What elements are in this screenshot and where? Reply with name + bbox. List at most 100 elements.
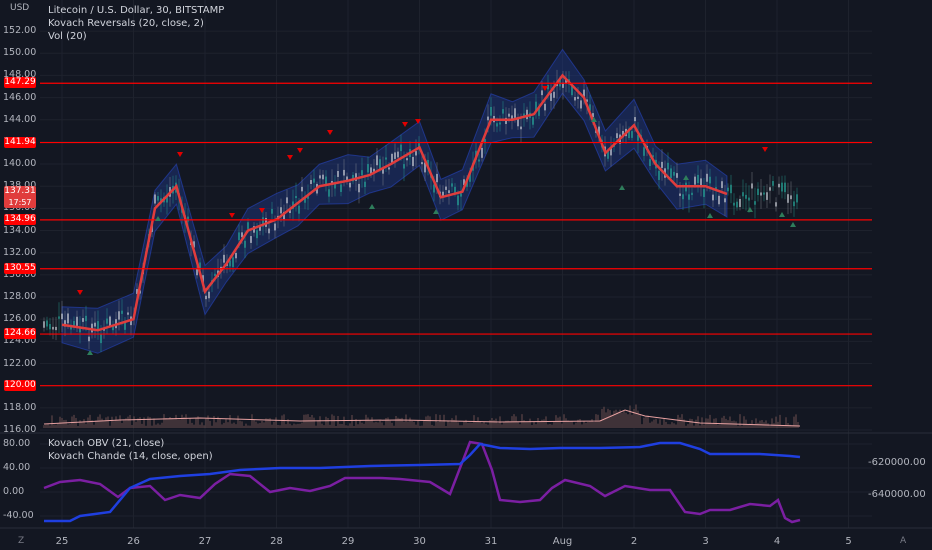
candle-body xyxy=(343,169,345,176)
candle-body xyxy=(244,240,246,248)
candle-body xyxy=(631,131,633,138)
candle-body xyxy=(535,101,537,112)
candle-body xyxy=(451,183,453,187)
price-tick-label: 124.00 xyxy=(3,335,37,347)
volume-bars xyxy=(43,404,801,428)
candle-body xyxy=(379,159,381,169)
candle-body xyxy=(64,320,66,327)
candle-body xyxy=(778,183,780,188)
time-tick-label: 2 xyxy=(630,536,638,547)
reversal-up-marker xyxy=(369,204,375,209)
candle-body xyxy=(307,195,309,199)
candle-body xyxy=(730,184,732,194)
candle-body xyxy=(136,289,138,294)
time-tick-label: 25 xyxy=(55,536,69,547)
candle-body xyxy=(772,181,774,186)
reversal-up-marker xyxy=(591,117,597,122)
candle-body xyxy=(67,313,69,324)
legend-indicator-reversals[interactable]: Kovach Reversals (20, close, 2) xyxy=(48,18,204,29)
candle-body xyxy=(187,216,189,222)
legend-main[interactable]: Litecoin / U.S. Dollar, 30, BITSTAMP xyxy=(48,5,225,16)
ma-line xyxy=(61,73,728,332)
candle-body xyxy=(58,316,60,319)
candle-body xyxy=(349,182,351,188)
candle-body xyxy=(76,316,78,326)
legend-indicator-volume[interactable]: Vol (20) xyxy=(48,31,87,42)
candle-body xyxy=(385,157,387,160)
candle-body xyxy=(757,188,759,196)
candle-body xyxy=(682,194,684,200)
candle-body xyxy=(565,79,567,84)
candle-body xyxy=(673,171,675,176)
price-tick-label: 128.00 xyxy=(3,291,37,303)
candle-body xyxy=(298,205,300,214)
price-tick-label: 116.00 xyxy=(3,424,37,435)
candle-body xyxy=(406,158,408,161)
reversal-down-marker xyxy=(259,208,265,213)
candle-body xyxy=(280,207,282,214)
price-tick-label: 122.00 xyxy=(3,357,37,369)
candle-body xyxy=(55,326,57,331)
candle-body xyxy=(478,159,480,162)
candle-body xyxy=(622,130,624,138)
obv-line xyxy=(44,441,801,523)
candle-body xyxy=(544,103,546,111)
candle-body xyxy=(745,194,747,199)
candle-body xyxy=(727,187,729,192)
candle-body xyxy=(754,201,756,205)
reversal-down-marker xyxy=(542,86,548,91)
candle-body xyxy=(514,108,516,118)
candle-body xyxy=(346,176,348,181)
candle-body xyxy=(328,189,330,197)
candle-body xyxy=(502,109,504,114)
chart-grid xyxy=(40,0,872,528)
candle-body xyxy=(511,115,513,120)
candle-body xyxy=(61,313,63,320)
candle-body xyxy=(520,126,522,130)
candle-body xyxy=(259,225,261,231)
candle-body xyxy=(301,186,303,192)
candle-body xyxy=(121,310,123,314)
candle-body xyxy=(517,117,519,127)
candle-body xyxy=(796,194,798,203)
candle-body xyxy=(643,147,645,156)
candle-body xyxy=(283,211,285,220)
candle-body xyxy=(310,180,312,185)
time-tick-label: 27 xyxy=(198,536,212,547)
candle-body xyxy=(274,223,276,231)
candle-body xyxy=(496,123,498,127)
candle-body xyxy=(313,178,315,183)
candle-body xyxy=(742,192,744,197)
candle-body xyxy=(364,181,366,188)
candle-body xyxy=(538,106,540,116)
legend-obv[interactable]: Kovach OBV (21, close) xyxy=(48,438,165,449)
candle-body xyxy=(694,176,696,185)
reversal-down-marker xyxy=(402,122,408,127)
candle-body xyxy=(733,202,735,206)
candle-body xyxy=(766,192,768,200)
candle-body xyxy=(262,217,264,227)
candle-body xyxy=(319,175,321,179)
candle-body xyxy=(427,159,429,168)
candle-body xyxy=(382,168,384,174)
auto-scale-button[interactable]: A xyxy=(900,536,907,546)
obv-tick-label: -620000.00 xyxy=(868,456,926,468)
zoom-button[interactable]: Z xyxy=(18,536,25,546)
candle-body xyxy=(688,194,690,200)
candle-body xyxy=(781,182,783,192)
price-tick-label: 144.00 xyxy=(3,113,37,125)
candle-body xyxy=(547,84,549,90)
legend-chande[interactable]: Kovach Chande (14, close, open) xyxy=(48,451,213,462)
bar-countdown: 17:57 xyxy=(8,198,32,207)
reversal-up-marker xyxy=(433,209,439,214)
candle-body xyxy=(784,182,786,193)
candle-body xyxy=(106,318,108,324)
candle-body xyxy=(166,196,168,203)
candle-body xyxy=(562,82,564,88)
candle-body xyxy=(421,162,423,165)
candle-body xyxy=(109,316,111,327)
candle-body xyxy=(448,190,450,194)
reversal-markers xyxy=(77,86,796,355)
candle-body xyxy=(769,187,771,191)
